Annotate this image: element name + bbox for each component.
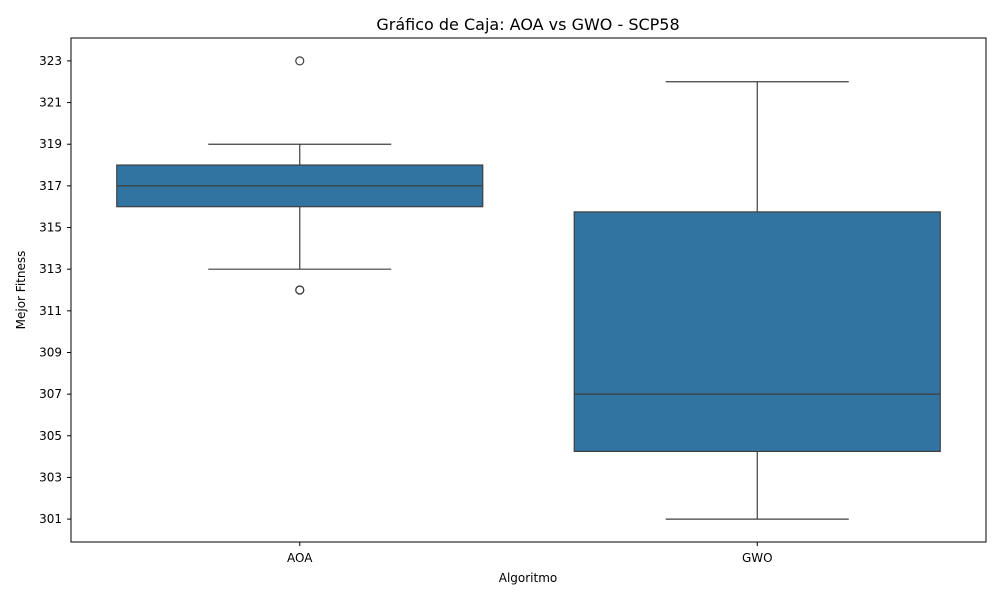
iqr-box [573, 211, 941, 453]
y-tick-label: 313 [39, 262, 62, 276]
boxes-group [116, 56, 941, 520]
y-tick-label: 317 [39, 179, 62, 193]
y-tick-label: 303 [39, 470, 62, 484]
y-tick-label: 321 [39, 96, 62, 110]
y-tick-label: 305 [39, 429, 62, 443]
y-tick-label: 315 [39, 221, 62, 235]
x-tick-label: AOA [287, 551, 313, 565]
y-tick-label: 301 [39, 512, 62, 526]
box-aoa [116, 56, 484, 295]
x-tick-label: GWO [742, 551, 773, 565]
y-axis-label: Mejor Fitness [14, 251, 28, 330]
y-tick-label: 307 [39, 387, 62, 401]
y-tick-label: 311 [39, 304, 62, 318]
y-axis: 301 303 305 307 309 311 313 315 317 319 321 323 [39, 54, 71, 526]
outlier-point [295, 285, 305, 295]
plot-area [70, 37, 987, 543]
x-axis-label: Algoritmo [499, 571, 558, 585]
y-tick-label: 309 [39, 345, 62, 359]
y-tick-label: 323 [39, 54, 62, 68]
x-axis: AOA GWO [287, 542, 773, 565]
y-tick-label: 319 [39, 137, 62, 151]
chart-title: Gráfico de Caja: AOA vs GWO - SCP58 [376, 15, 679, 34]
box-gwo [573, 81, 941, 520]
outlier-point [295, 56, 305, 66]
